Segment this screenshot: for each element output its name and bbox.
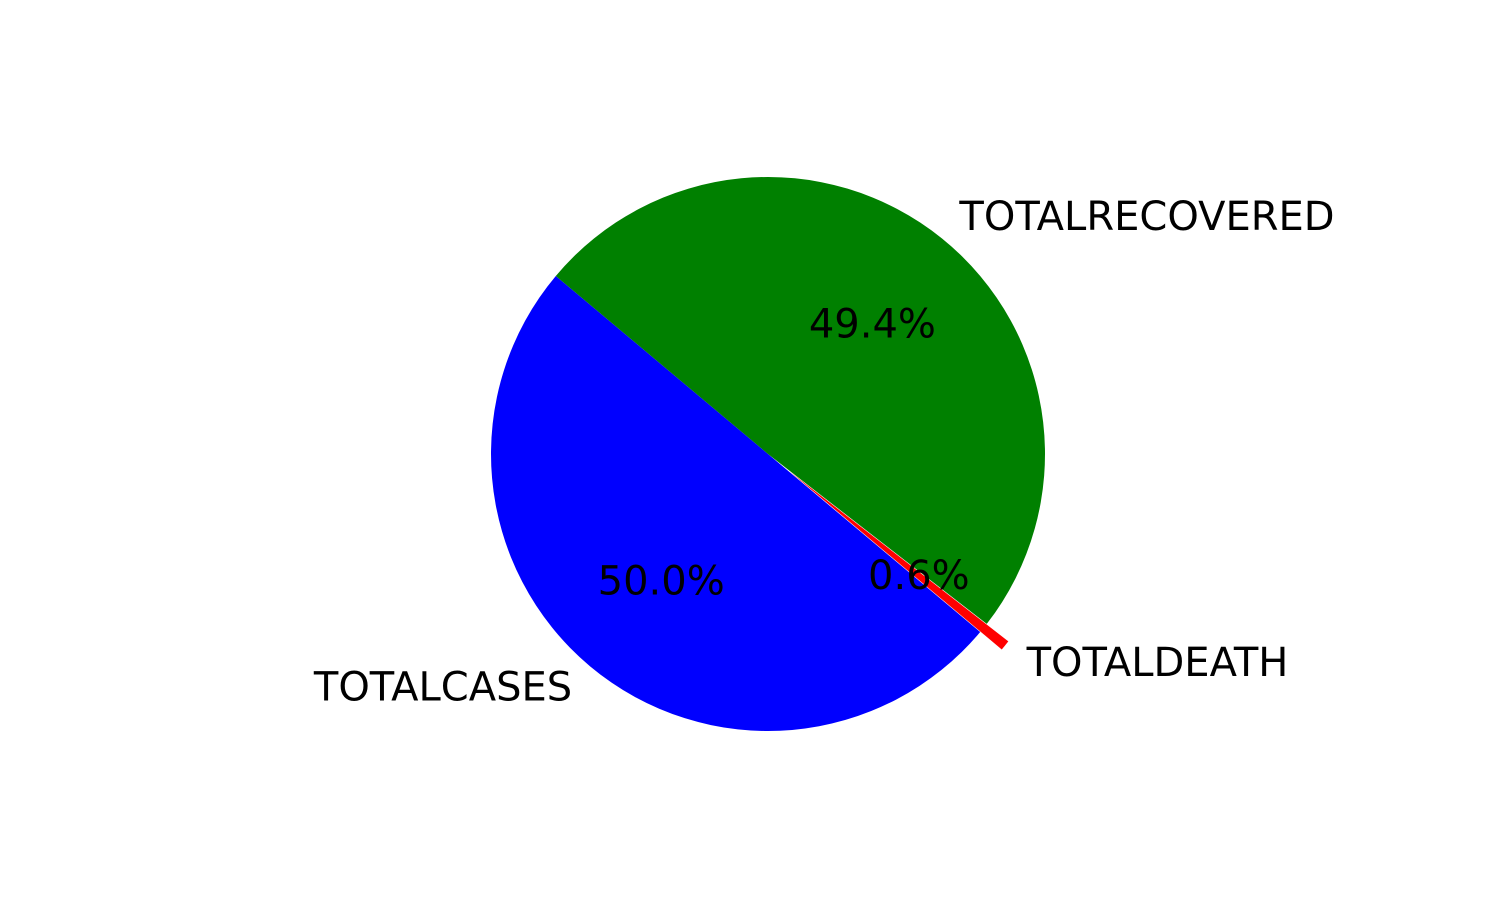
percent-label-totaldeath: 0.6% xyxy=(868,553,970,599)
category-label-totalcases: TOTALCASES xyxy=(313,664,572,710)
pie-slice-totaldeath xyxy=(789,471,1009,650)
percent-label-totalcases: 50.0% xyxy=(598,558,725,604)
category-label-totaldeath: TOTALDEATH xyxy=(1026,640,1289,686)
pie-slice-totalcases xyxy=(490,275,981,731)
pie-slices xyxy=(490,176,1046,731)
pie-slice-totalrecovered xyxy=(555,176,1046,624)
pie-labels: TOTALCASES 50.0% TOTALDEATH 0.6% TOTALRECOVE… xyxy=(313,194,1335,710)
percent-label-totalrecovered: 49.4% xyxy=(809,302,936,348)
category-label-totalrecovered: TOTALRECOVERED xyxy=(958,194,1334,240)
